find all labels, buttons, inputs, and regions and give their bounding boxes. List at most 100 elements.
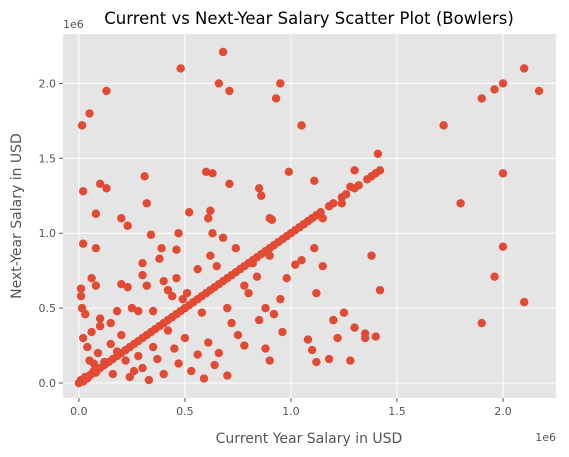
data-point <box>92 210 100 218</box>
data-point <box>181 334 189 342</box>
data-point <box>319 262 327 270</box>
data-point <box>219 48 227 56</box>
data-point <box>255 184 263 192</box>
y-tick-label: 0.5 <box>39 302 57 315</box>
data-point <box>79 334 87 342</box>
data-point <box>340 308 348 316</box>
data-point <box>244 289 252 297</box>
data-point <box>490 272 498 280</box>
data-point <box>87 328 95 336</box>
data-point <box>109 370 117 378</box>
data-point <box>206 207 214 215</box>
data-point <box>261 304 269 312</box>
x-tick-label: 1.5 <box>388 405 406 418</box>
data-point <box>499 243 507 251</box>
data-point <box>253 272 261 280</box>
data-point <box>376 286 384 294</box>
data-point <box>160 370 168 378</box>
data-point <box>325 355 333 363</box>
data-point <box>255 316 263 324</box>
data-point <box>350 166 358 174</box>
data-point <box>94 349 102 357</box>
data-point <box>172 274 180 282</box>
y-tick-label: 0.0 <box>39 377 57 390</box>
x-axis-label: Current Year Salary in USD <box>216 431 403 447</box>
data-point <box>145 376 153 384</box>
data-point <box>350 323 358 331</box>
data-point <box>208 229 216 237</box>
data-point <box>520 64 528 72</box>
data-point <box>164 326 172 334</box>
data-point <box>200 374 208 382</box>
data-point <box>276 295 284 303</box>
data-point <box>310 244 318 252</box>
data-point <box>215 349 223 357</box>
data-point <box>130 367 138 375</box>
data-point <box>113 307 121 315</box>
data-point <box>266 356 274 364</box>
data-point <box>193 265 201 273</box>
data-point <box>174 359 182 367</box>
data-point <box>172 246 180 254</box>
data-point <box>157 244 165 252</box>
y-tick-label: 2.0 <box>39 77 57 90</box>
data-point <box>113 347 121 355</box>
data-point <box>319 214 327 222</box>
data-point <box>372 332 380 340</box>
data-point <box>78 121 86 129</box>
data-point <box>276 79 284 87</box>
data-point <box>79 240 87 248</box>
data-point <box>223 371 231 379</box>
data-point <box>283 274 291 282</box>
y-axis-label: Next-Year Salary in USD <box>9 133 25 299</box>
data-point <box>117 331 125 339</box>
data-point <box>140 172 148 180</box>
data-point <box>87 274 95 282</box>
data-point <box>174 229 182 237</box>
data-point <box>478 319 486 327</box>
data-point <box>198 308 206 316</box>
data-point <box>297 256 305 264</box>
y-offset-label: 1e6 <box>63 18 84 31</box>
data-point <box>176 64 184 72</box>
data-point <box>96 322 104 330</box>
data-point <box>285 168 293 176</box>
data-point <box>206 252 214 260</box>
data-point <box>490 85 498 93</box>
data-point <box>225 87 233 95</box>
data-point <box>355 181 363 189</box>
data-point <box>77 292 85 300</box>
data-point <box>219 234 227 242</box>
data-point <box>90 359 98 367</box>
data-point <box>102 87 110 95</box>
data-point <box>160 277 168 285</box>
y-tick-label: 1.0 <box>39 227 57 240</box>
data-point <box>240 281 248 289</box>
data-point <box>499 79 507 87</box>
data-point <box>346 183 354 191</box>
data-point <box>77 284 85 292</box>
x-tick-label: 1.0 <box>282 405 300 418</box>
data-point <box>520 298 528 306</box>
data-point <box>138 364 146 372</box>
data-point <box>439 121 447 129</box>
data-point <box>367 252 375 260</box>
data-point <box>123 222 131 230</box>
data-point <box>102 184 110 192</box>
data-point <box>170 344 178 352</box>
data-point <box>143 281 151 289</box>
data-point <box>134 352 142 360</box>
y-tick-label: 1.5 <box>39 152 57 165</box>
data-point <box>85 109 93 117</box>
data-point <box>134 307 142 315</box>
data-point <box>329 199 337 207</box>
data-point <box>153 355 161 363</box>
data-point <box>225 180 233 188</box>
data-point <box>342 190 350 198</box>
data-point <box>117 214 125 222</box>
data-point <box>268 216 276 224</box>
data-point <box>193 350 201 358</box>
data-point <box>257 192 265 200</box>
data-point <box>92 244 100 252</box>
data-point <box>155 254 163 262</box>
